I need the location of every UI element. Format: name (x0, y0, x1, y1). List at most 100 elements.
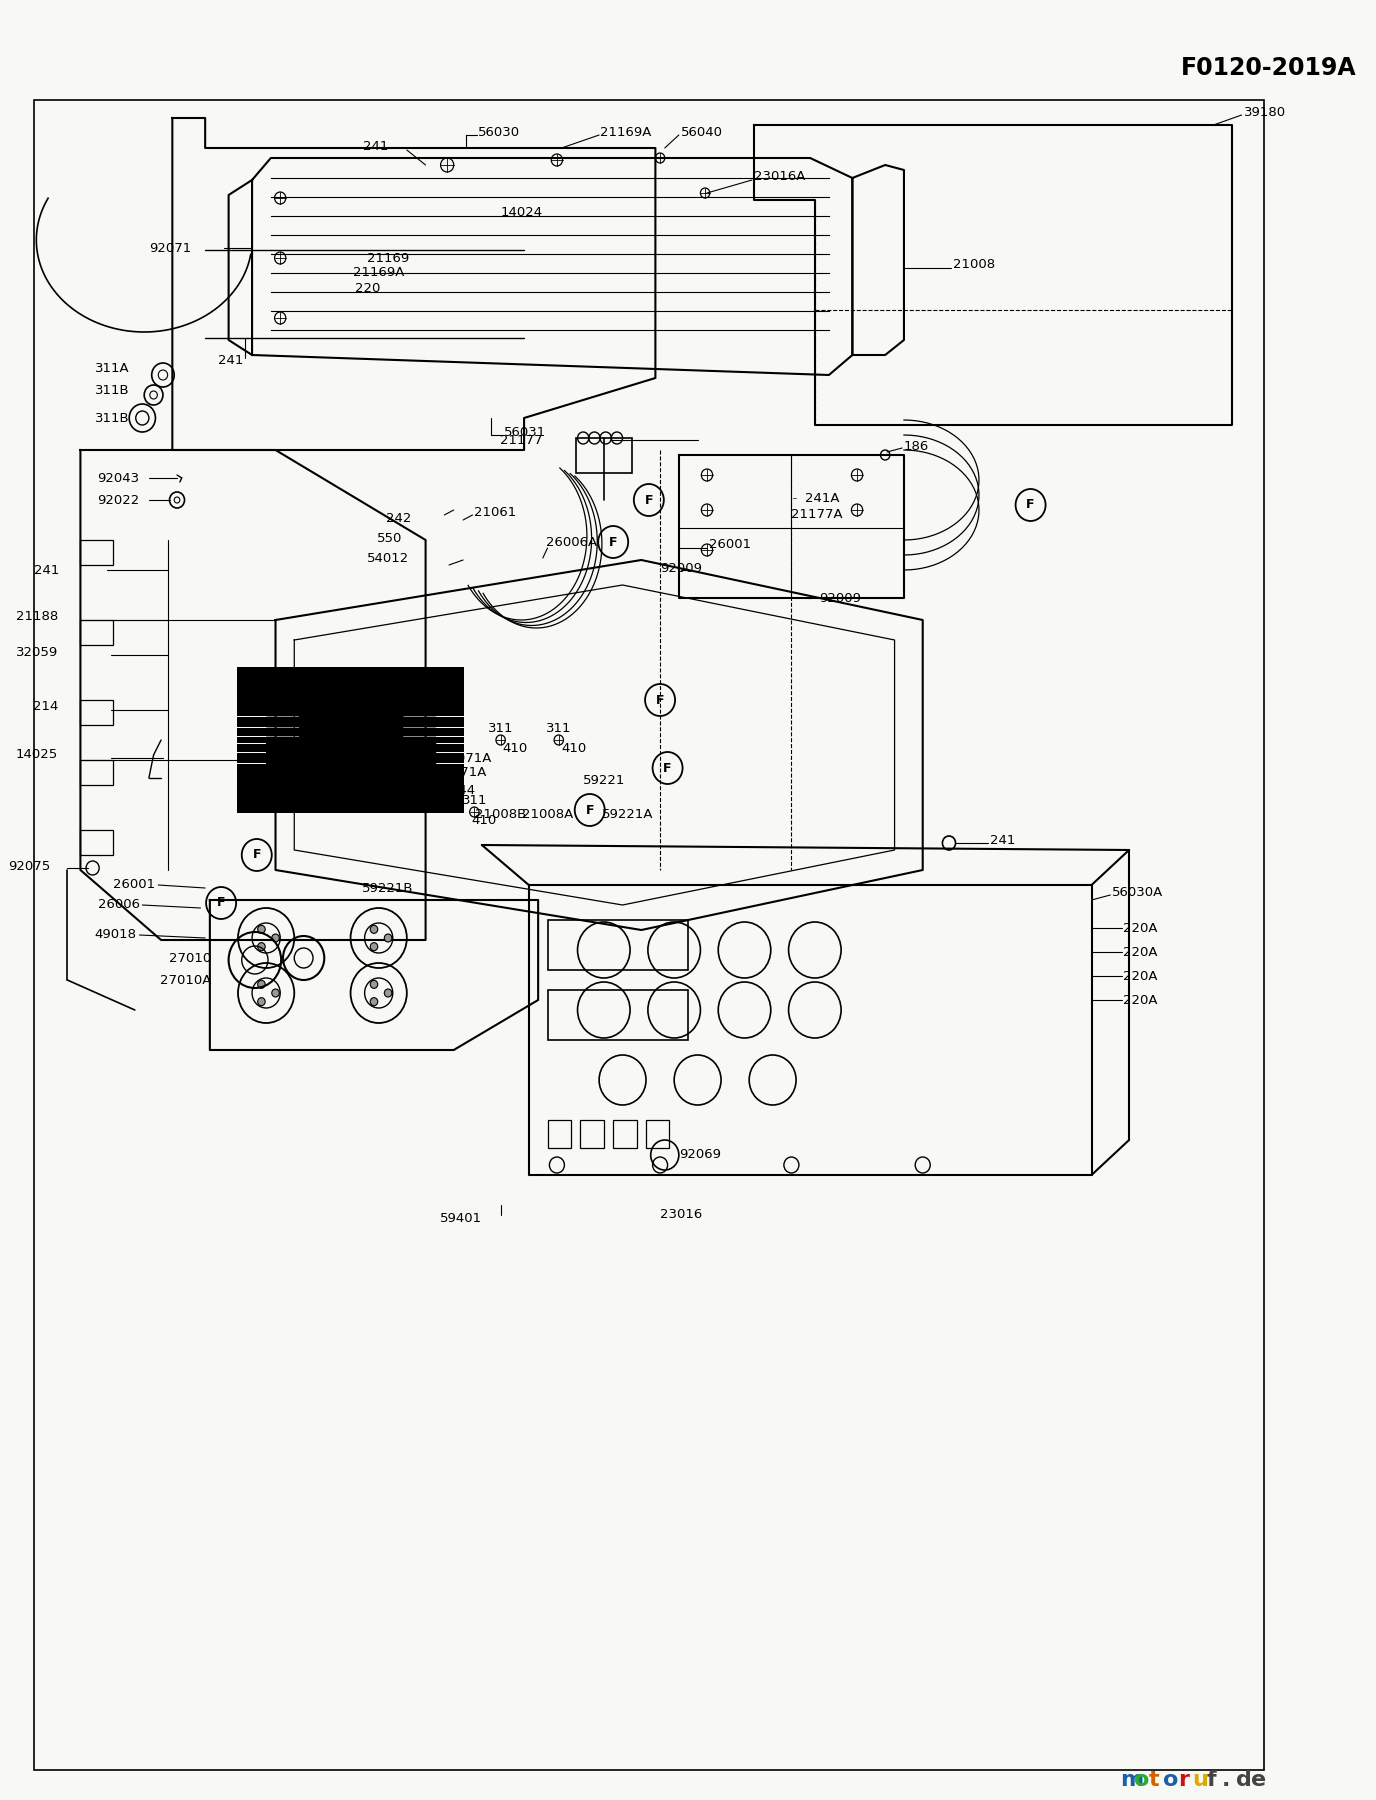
Text: 92071: 92071 (149, 241, 191, 254)
Text: F: F (585, 803, 594, 817)
Text: 241: 241 (991, 833, 1015, 846)
Text: 49018: 49018 (95, 929, 136, 941)
Circle shape (257, 925, 266, 934)
Text: u: u (1193, 1769, 1208, 1789)
Text: 27010A: 27010A (161, 974, 212, 986)
Text: 241: 241 (363, 140, 388, 153)
Text: 14024: 14024 (501, 205, 542, 218)
Text: 92009: 92009 (660, 562, 702, 574)
Text: 59221: 59221 (583, 774, 626, 787)
Text: 59221B: 59221B (362, 882, 413, 895)
Text: 241: 241 (34, 563, 59, 576)
Text: 27010: 27010 (169, 952, 212, 965)
Text: 21188: 21188 (15, 610, 58, 623)
Text: 56030A: 56030A (1112, 886, 1164, 898)
Text: 92009: 92009 (820, 592, 861, 605)
Text: 26001: 26001 (113, 878, 155, 891)
Text: 92071A: 92071A (435, 767, 486, 779)
Circle shape (384, 934, 392, 941)
Text: 311: 311 (546, 722, 571, 734)
Text: 410: 410 (502, 742, 527, 754)
Text: 550: 550 (377, 531, 402, 544)
Text: 14025: 14025 (15, 749, 58, 761)
Circle shape (272, 934, 279, 941)
Text: 59401: 59401 (440, 1211, 482, 1224)
Text: 92075: 92075 (8, 860, 51, 873)
Text: 241: 241 (217, 353, 244, 367)
Text: 21169: 21169 (367, 252, 410, 265)
Text: 410: 410 (471, 814, 497, 826)
Text: F: F (610, 536, 618, 549)
Text: 59221A: 59221A (601, 808, 654, 821)
Text: 21008B: 21008B (475, 808, 527, 821)
Text: 26006A: 26006A (546, 536, 597, 549)
Bar (80, 760, 113, 785)
Text: 241A: 241A (805, 491, 839, 504)
Bar (614, 1120, 637, 1148)
Text: 21169A: 21169A (600, 126, 651, 139)
Text: 21177A: 21177A (791, 508, 843, 522)
Bar (581, 1120, 604, 1148)
Text: o: o (1163, 1769, 1179, 1789)
Text: F: F (644, 493, 654, 506)
Text: 311B: 311B (95, 412, 131, 425)
Text: 32059: 32059 (15, 646, 58, 659)
Text: F: F (1026, 499, 1035, 511)
Text: t: t (1149, 1769, 1160, 1789)
Circle shape (257, 981, 266, 988)
Text: F: F (656, 693, 665, 706)
Text: m: m (1120, 1769, 1143, 1789)
Text: F0120-2019A: F0120-2019A (1181, 56, 1357, 79)
Text: 39180: 39180 (1244, 106, 1285, 119)
Text: .: . (1222, 1769, 1230, 1789)
Text: 311B: 311B (95, 383, 131, 396)
Text: 56040: 56040 (681, 126, 722, 139)
Circle shape (257, 943, 266, 950)
Circle shape (370, 997, 378, 1006)
Text: 26001: 26001 (709, 538, 751, 551)
Bar (548, 990, 688, 1040)
Text: 311A: 311A (95, 362, 131, 374)
Text: 311: 311 (488, 722, 513, 734)
Text: 21061: 21061 (475, 506, 516, 520)
Circle shape (384, 988, 392, 997)
Text: o: o (1134, 1769, 1149, 1789)
Text: 220A: 220A (1123, 922, 1159, 934)
Text: 186: 186 (904, 441, 929, 454)
Bar (548, 920, 688, 970)
Circle shape (272, 988, 279, 997)
Circle shape (370, 925, 378, 934)
Text: 21169A: 21169A (354, 266, 405, 279)
Text: 21008: 21008 (952, 259, 995, 272)
Text: 21177: 21177 (501, 434, 544, 446)
Bar (645, 1120, 670, 1148)
Bar (80, 830, 113, 855)
Text: 21008A: 21008A (523, 808, 574, 821)
Text: F: F (217, 896, 226, 909)
Text: 23016: 23016 (660, 1208, 702, 1222)
Text: 214: 214 (33, 700, 58, 713)
Text: 56030: 56030 (477, 126, 520, 139)
Text: 92022: 92022 (98, 493, 139, 506)
Text: 26006: 26006 (98, 898, 139, 911)
Bar (548, 1120, 571, 1148)
Text: 242: 242 (387, 511, 411, 524)
Text: F: F (253, 848, 261, 862)
Text: 220: 220 (355, 281, 381, 295)
Text: 54012: 54012 (366, 551, 409, 565)
Text: 92069: 92069 (678, 1148, 721, 1161)
Text: 311: 311 (461, 794, 487, 806)
Text: 220A: 220A (1123, 994, 1159, 1006)
Text: 220A: 220A (1123, 970, 1159, 983)
Circle shape (370, 943, 378, 950)
Text: 220A: 220A (1123, 945, 1159, 958)
Text: 23016A: 23016A (754, 171, 805, 184)
Text: 92043: 92043 (98, 472, 139, 484)
Text: 92071A: 92071A (440, 752, 491, 765)
Text: 56031: 56031 (505, 425, 546, 439)
Text: d: d (1236, 1769, 1252, 1789)
Bar (80, 700, 113, 725)
Circle shape (257, 997, 266, 1006)
Bar (80, 540, 113, 565)
Text: r: r (1178, 1769, 1189, 1789)
